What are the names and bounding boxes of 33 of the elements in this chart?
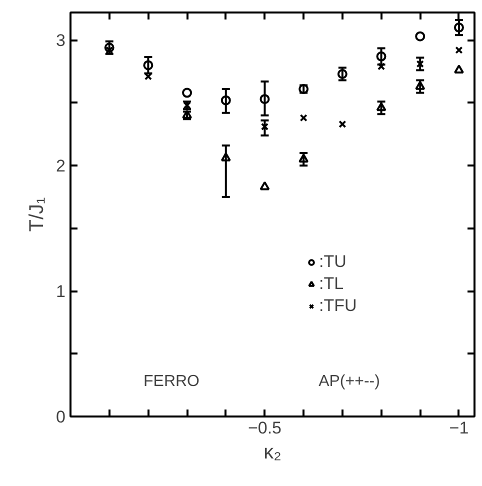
point [337,68,348,79]
point [260,181,270,190]
point [220,152,231,162]
point [415,31,426,42]
point [454,22,464,33]
point [298,154,309,163]
y-axis-title: T/J₁ [26,196,48,232]
point [454,64,464,74]
point [300,114,308,122]
point [338,120,346,128]
x-tick-label: −1 [449,418,469,438]
y-tick-label: 0 [56,408,66,426]
point [416,60,424,68]
annotation: FERRO [144,373,200,390]
y-tick-label: 2 [56,156,66,176]
point [260,94,270,104]
legend-label: :TFU [319,296,357,316]
point [220,95,231,106]
point [415,80,426,90]
point [104,42,114,53]
x-axis-title: κ₂ [264,442,282,464]
point [376,51,386,62]
point [260,122,269,130]
point [455,46,463,54]
point [182,88,192,98]
point [143,60,154,70]
x-tick-label: −0.5 [248,418,282,438]
annotation: AP(++--) [318,373,380,390]
point [376,102,386,112]
legend-label: :TL [319,274,344,294]
legend-label: :TU [319,252,346,272]
y-tick-label: 1 [56,282,66,302]
y-tick-label: 3 [56,31,66,50]
